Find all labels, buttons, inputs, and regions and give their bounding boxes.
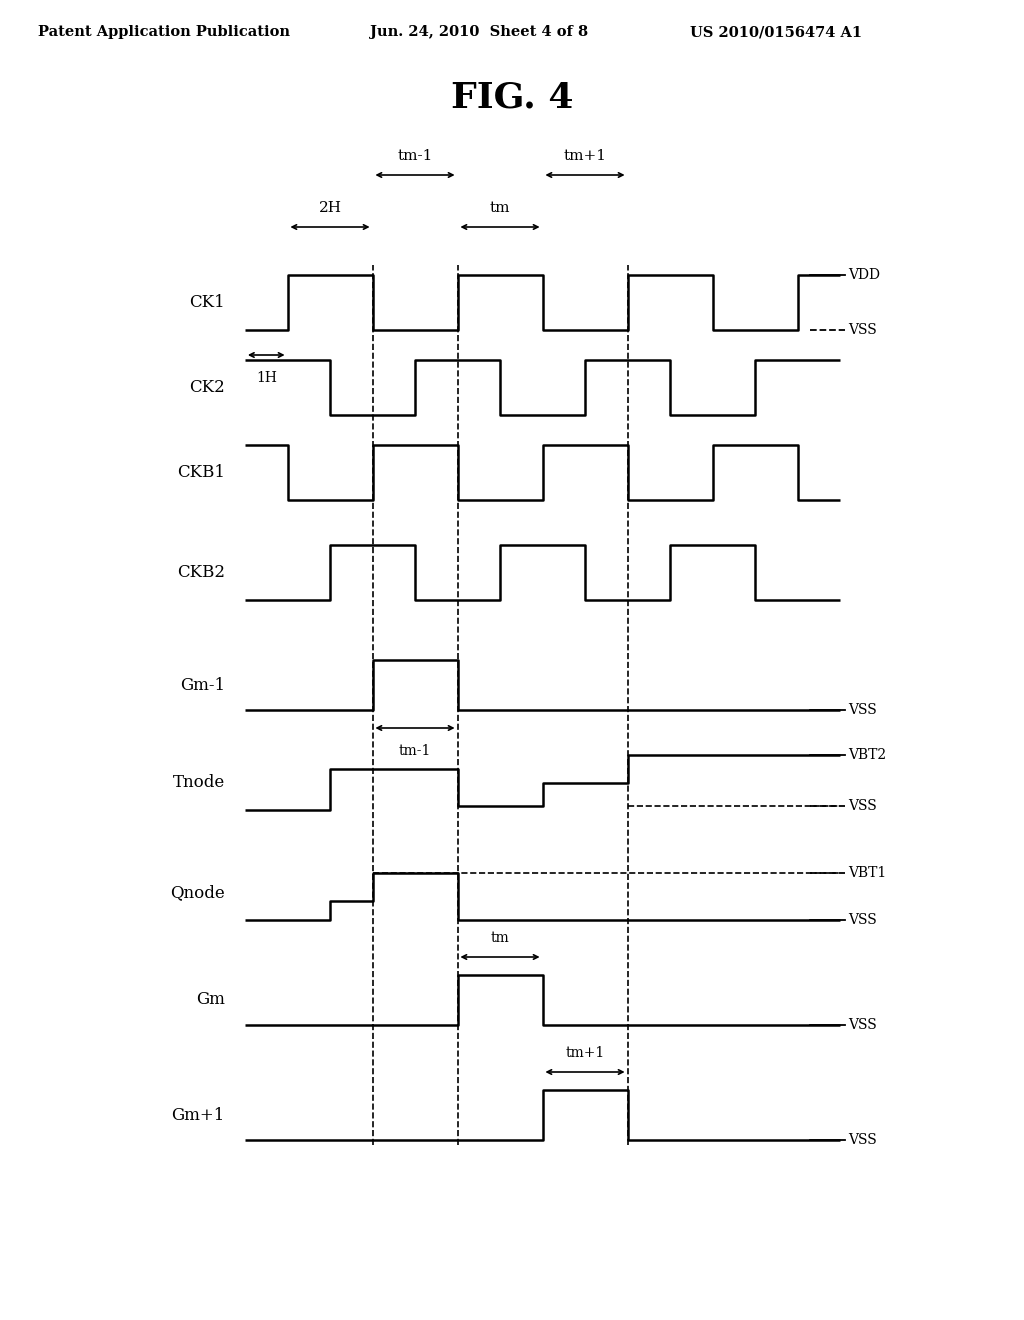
Text: Qnode: Qnode	[170, 884, 225, 902]
Text: Gm+1: Gm+1	[172, 1106, 225, 1123]
Text: Gm: Gm	[197, 991, 225, 1008]
Text: tm-1: tm-1	[398, 744, 431, 758]
Text: VDD: VDD	[848, 268, 880, 282]
Text: VSS: VSS	[848, 1133, 877, 1147]
Text: tm+1: tm+1	[565, 1045, 604, 1060]
Text: 2H: 2H	[318, 201, 341, 215]
Text: VSS: VSS	[848, 913, 877, 927]
Text: tm+1: tm+1	[563, 149, 606, 162]
Text: VSS: VSS	[848, 1018, 877, 1032]
Text: tm: tm	[490, 931, 509, 945]
Text: VBT1: VBT1	[848, 866, 886, 880]
Text: VSS: VSS	[848, 704, 877, 717]
Text: Gm-1: Gm-1	[180, 676, 225, 693]
Text: Patent Application Publication: Patent Application Publication	[38, 25, 290, 40]
Text: tm: tm	[489, 201, 510, 215]
Text: VSS: VSS	[848, 799, 877, 813]
Text: CKB1: CKB1	[177, 465, 225, 480]
Text: CKB2: CKB2	[177, 564, 225, 581]
Text: CK2: CK2	[189, 379, 225, 396]
Text: VBT2: VBT2	[848, 748, 886, 762]
Text: FIG. 4: FIG. 4	[451, 81, 573, 114]
Text: VSS: VSS	[848, 323, 877, 337]
Text: tm-1: tm-1	[397, 149, 433, 162]
Text: CK1: CK1	[189, 294, 225, 312]
Text: Jun. 24, 2010  Sheet 4 of 8: Jun. 24, 2010 Sheet 4 of 8	[370, 25, 588, 40]
Text: 1H: 1H	[256, 371, 276, 385]
Text: Tnode: Tnode	[173, 774, 225, 791]
Text: US 2010/0156474 A1: US 2010/0156474 A1	[690, 25, 862, 40]
